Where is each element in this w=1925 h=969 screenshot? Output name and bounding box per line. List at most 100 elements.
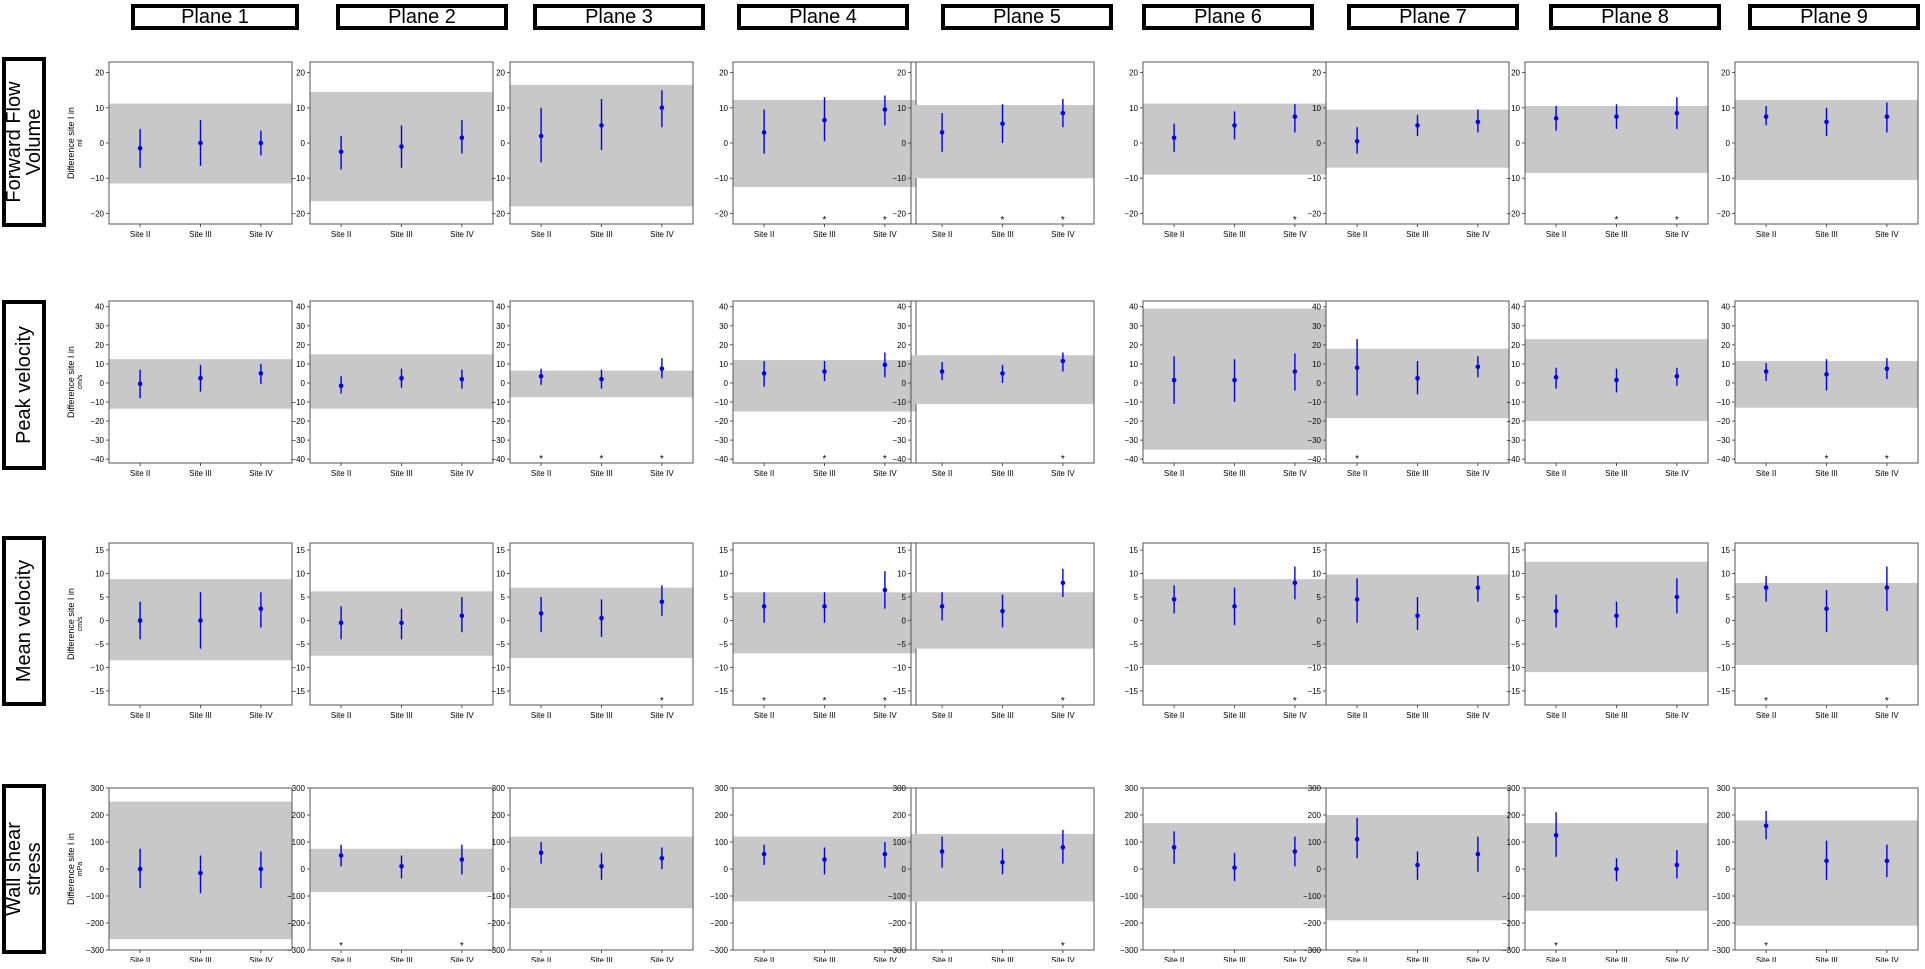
significance-star: *: [1885, 454, 1889, 465]
mean-point: [1884, 366, 1890, 371]
x-tick-label: Site IV: [873, 711, 897, 720]
mean-point: [399, 375, 404, 381]
y-tick-label: 0: [1726, 139, 1731, 148]
y-tick-label: 300: [492, 784, 506, 793]
mean-point: [137, 145, 143, 151]
x-tick-label: Site IV: [1051, 956, 1075, 962]
panel-3-7: −15 −10 −5 0 5 10 15 Site II Site III Site IV: [1307, 542, 1510, 720]
panel-2-5: −40 −30 −20 −10 0 10 20 30 40 Site II Site III Site…: [892, 300, 1095, 478]
y-tick-label: −5: [296, 640, 306, 649]
mean-point: [1553, 832, 1559, 838]
y-tick-label: 200: [1308, 811, 1322, 820]
x-tick-label: Site III: [813, 956, 836, 962]
y-tick-label: 100: [1308, 838, 1322, 847]
x-tick-label: Site III: [1406, 956, 1429, 962]
y-tick-label: −20: [1124, 417, 1138, 426]
x-tick-label: Site II: [331, 230, 351, 239]
y-tick-label: 10: [719, 570, 728, 579]
panel-3-2: −15 −10 −5 0 5 10 15 Site II Site III Site IV: [291, 542, 494, 720]
y-tick-label: −200: [1712, 919, 1731, 928]
significance-star: *: [660, 696, 664, 707]
mean-point: [1763, 585, 1769, 590]
y-tick-label: −10: [491, 174, 505, 183]
y-tick-label: 10: [296, 360, 305, 369]
y-tick-label: −10: [1124, 398, 1138, 407]
y-tick-label: 10: [1129, 104, 1138, 113]
x-tick-label: Site III: [390, 956, 413, 962]
y-tick-label: 20: [897, 69, 906, 78]
y-tick-label: 10: [1312, 360, 1321, 369]
mean-point: [1674, 862, 1680, 868]
y-tick-label: 5: [724, 593, 729, 602]
y-tick-label: −30: [892, 436, 906, 445]
y-tick-label: 300: [1308, 784, 1322, 793]
y-tick-label: −5: [496, 640, 506, 649]
significance-star: *: [1001, 215, 1005, 226]
column-header-plane-3: Plane 3: [533, 4, 705, 30]
x-tick-label: Site IV: [1466, 469, 1490, 478]
y-tick-label: 20: [1511, 69, 1520, 78]
mean-point: [1884, 114, 1890, 119]
y-tick-label: 10: [719, 360, 728, 369]
y-tick-label: 200: [1125, 811, 1139, 820]
x-tick-label: Site IV: [1466, 956, 1490, 962]
mean-point: [459, 857, 465, 862]
x-tick-label: Site IV: [1051, 711, 1075, 720]
y-tick-label: 20: [296, 69, 305, 78]
y-tick-label: 0: [1134, 616, 1139, 625]
mean-point: [198, 618, 203, 623]
significance-star: *: [762, 696, 766, 707]
panel-4-3: −300 −200 −100 0 100 200 300 Site II Site III Sit…: [487, 784, 694, 962]
mean-point: [399, 864, 404, 869]
y-tick-label: 300: [1717, 784, 1731, 793]
x-tick-label: Site III: [390, 711, 413, 720]
y-tick-label: −20: [892, 417, 906, 426]
mean-point: [1475, 585, 1481, 590]
y-tick-label: −10: [714, 174, 728, 183]
x-tick-label: Site III: [390, 469, 413, 478]
y-tick-label: 20: [719, 341, 728, 350]
y-tick-label: 15: [897, 546, 906, 555]
panel-4-9: −300 −200 −100 0 100 200 300 Site II Site III Sit…: [1712, 784, 1919, 962]
x-tick-label: Site II: [1347, 956, 1367, 962]
x-tick-label: Site IV: [450, 711, 474, 720]
y-tick-label: −100: [1303, 892, 1322, 901]
y-tick-label: 20: [95, 69, 104, 78]
y-tick-label: 200: [91, 811, 105, 820]
y-tick-label: 0: [1317, 139, 1322, 148]
x-tick-label: Site II: [1756, 230, 1776, 239]
y-tick-label: 200: [1717, 811, 1731, 820]
y-tick-label: −300: [888, 946, 907, 955]
x-tick-label: Site II: [130, 230, 150, 239]
mean-point: [258, 866, 264, 872]
x-tick-label: Site III: [1406, 469, 1429, 478]
y-tick-label: 0: [902, 616, 907, 625]
x-tick-label: Site II: [932, 230, 952, 239]
y-tick-label: −15: [291, 687, 305, 696]
y-tick-label: 0: [501, 139, 506, 148]
y-tick-label: −20: [491, 417, 505, 426]
x-tick-label: Site III: [991, 711, 1014, 720]
y-tick-label: −15: [1506, 687, 1520, 696]
x-tick-label: Site II: [331, 711, 351, 720]
x-tick-label: Site II: [130, 711, 150, 720]
x-tick-label: Site IV: [450, 469, 474, 478]
mean-point: [338, 620, 344, 626]
x-tick-label: Site III: [991, 469, 1014, 478]
y-tick-label: −5: [1312, 640, 1322, 649]
x-tick-label: Site IV: [1875, 956, 1899, 962]
mean-point: [1415, 375, 1420, 381]
y-tick-label: 30: [95, 322, 104, 331]
y-tick-label: 10: [897, 570, 906, 579]
mean-point: [1674, 110, 1680, 116]
y-tick-label: 0: [1317, 865, 1322, 874]
y-tick-label: 10: [1511, 570, 1520, 579]
mean-point: [1763, 823, 1769, 829]
mean-point: [1354, 138, 1360, 144]
x-tick-label: Site IV: [249, 230, 273, 239]
y-tick-label: 10: [496, 104, 505, 113]
y-tick-label: 0: [1726, 865, 1731, 874]
y-tick-label: −10: [1124, 663, 1138, 672]
mean-point: [459, 613, 465, 619]
y-tick-label: 0: [1516, 865, 1521, 874]
